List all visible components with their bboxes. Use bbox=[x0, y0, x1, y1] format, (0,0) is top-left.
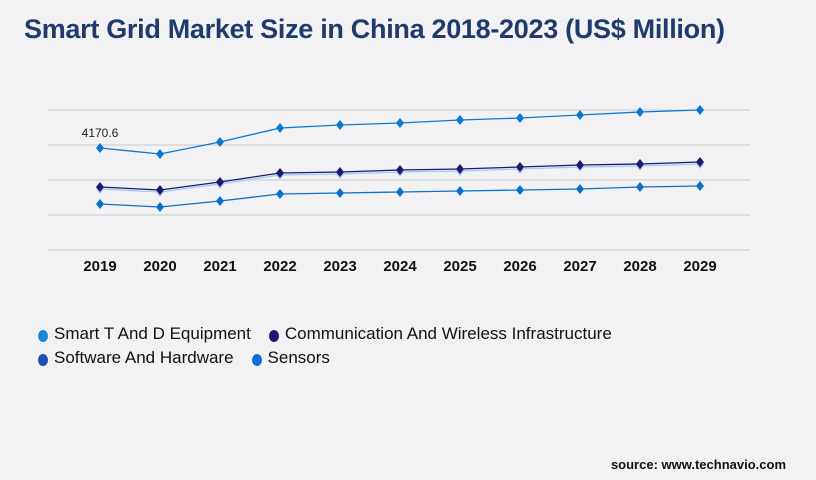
data-point bbox=[636, 107, 644, 118]
legend: Smart T And D Equipment Communication An… bbox=[38, 322, 630, 370]
data-point bbox=[576, 184, 584, 195]
data-point bbox=[216, 195, 224, 206]
legend-label: Software And Hardware bbox=[54, 348, 234, 367]
data-point bbox=[96, 199, 104, 210]
x-tick-label: 2023 bbox=[323, 258, 356, 275]
data-point bbox=[156, 185, 164, 196]
data-point bbox=[276, 122, 284, 133]
x-tick-label: 2021 bbox=[203, 258, 236, 275]
data-point bbox=[276, 167, 284, 178]
x-tick-label: 2029 bbox=[683, 258, 716, 275]
line-chart: 2019 2020 2021 2022 2023 2024 2025 2026 2027 2028… bbox=[48, 105, 750, 275]
data-point bbox=[516, 162, 524, 173]
legend-marker bbox=[38, 354, 48, 366]
x-tick-label: 2024 bbox=[383, 258, 417, 275]
data-point bbox=[96, 143, 104, 154]
data-point bbox=[696, 157, 704, 168]
data-point bbox=[456, 186, 464, 197]
x-tick-label: 2028 bbox=[623, 258, 656, 275]
data-point bbox=[456, 164, 464, 175]
data-point bbox=[156, 149, 164, 160]
chart-title: Smart Grid Market Size in China 2018-202… bbox=[24, 14, 725, 44]
data-point bbox=[96, 182, 104, 193]
x-tick-label: 2020 bbox=[143, 258, 176, 275]
data-label: 4170.6 bbox=[82, 126, 119, 140]
data-point bbox=[216, 137, 224, 148]
legend-item: Software And Hardware bbox=[38, 348, 234, 368]
x-tick-label: 2019 bbox=[83, 258, 116, 275]
legend-marker bbox=[38, 330, 48, 342]
series-line bbox=[99, 109, 701, 155]
data-point bbox=[636, 182, 644, 193]
data-point bbox=[696, 181, 704, 192]
data-point bbox=[336, 120, 344, 131]
data-point bbox=[576, 110, 584, 121]
data-point bbox=[156, 202, 164, 213]
x-tick-label: 2026 bbox=[503, 258, 536, 275]
legend-label: Communication And Wireless Infrastructur… bbox=[284, 324, 612, 343]
data-point bbox=[696, 105, 704, 115]
legend-item: Sensors bbox=[251, 348, 330, 368]
data-point bbox=[336, 187, 344, 198]
data-point bbox=[456, 115, 464, 126]
source-note: source: www.technavio.com bbox=[610, 457, 786, 472]
x-tick-label: 2025 bbox=[443, 258, 476, 275]
legend-marker bbox=[251, 354, 262, 366]
data-point bbox=[576, 159, 584, 170]
data-point bbox=[396, 118, 404, 129]
legend-item: Communication And Wireless Infrastructur… bbox=[268, 324, 612, 344]
x-tick-label: 2027 bbox=[563, 258, 596, 275]
data-point bbox=[636, 158, 644, 169]
data-point bbox=[276, 189, 284, 199]
data-point bbox=[336, 167, 344, 178]
legend-label: Smart T And D Equipment bbox=[54, 324, 251, 343]
data-point bbox=[516, 113, 524, 124]
data-point bbox=[396, 165, 404, 176]
legend-item: Smart T And D Equipment bbox=[38, 324, 251, 344]
legend-marker bbox=[268, 330, 279, 342]
data-point bbox=[216, 177, 224, 188]
data-point bbox=[516, 185, 524, 196]
x-tick-label: 2022 bbox=[263, 258, 296, 275]
legend-label: Sensors bbox=[267, 348, 330, 367]
data-point bbox=[396, 186, 404, 197]
